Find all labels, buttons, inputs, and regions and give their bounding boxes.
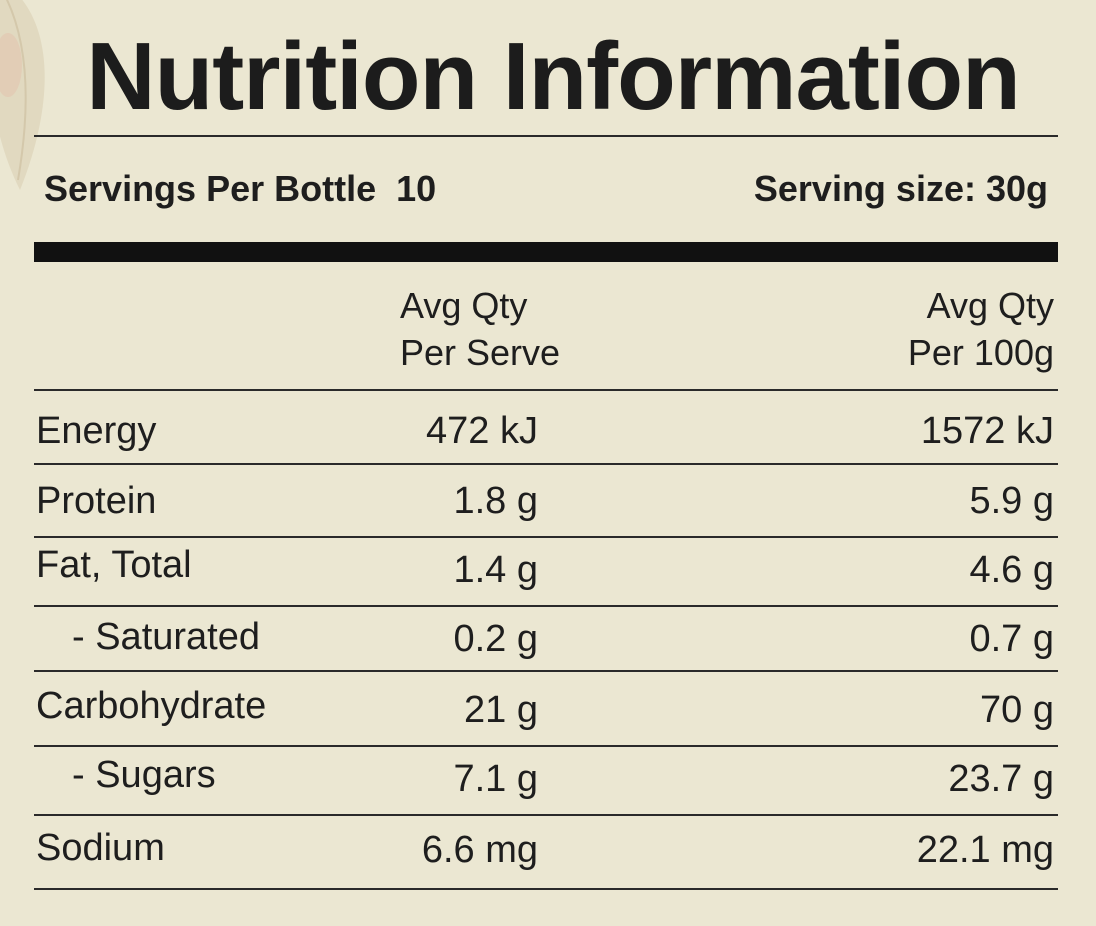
- row-divider: [34, 814, 1058, 816]
- value-per-100g: 23.7 g: [948, 758, 1054, 800]
- row-divider: [34, 463, 1058, 465]
- thick-divider: [34, 242, 1058, 262]
- value-per-serve: 0.2 g: [453, 618, 538, 660]
- value-per-serve: 21 g: [464, 689, 538, 731]
- value-per-serve: 472 kJ: [426, 410, 538, 452]
- value-per-serve: 1.8 g: [453, 480, 538, 522]
- title-divider: [34, 135, 1058, 137]
- nutrient-name: Sodium: [36, 827, 165, 869]
- value-per-serve: 6.6 mg: [421, 829, 538, 871]
- value-per-100g: 22.1 mg: [916, 829, 1054, 871]
- panel-title: Nutrition Information: [86, 23, 1021, 130]
- nutrient-name: - Sugars: [72, 754, 216, 796]
- row-divider: [34, 536, 1058, 538]
- column-header-per-100g: Avg Qty Per 100g: [908, 282, 1054, 376]
- row-divider: [34, 605, 1058, 607]
- nutrient-name: - Saturated: [72, 616, 260, 658]
- column-header-per-100g-line1: Avg Qty: [926, 285, 1054, 326]
- header-divider: [34, 389, 1058, 391]
- nutrient-name: Carbohydrate: [36, 685, 267, 727]
- bottom-divider: [34, 888, 1058, 890]
- row-divider: [34, 670, 1058, 672]
- row-divider: [34, 745, 1058, 747]
- value-per-100g: 70 g: [980, 689, 1054, 731]
- leaf-decoration: [0, 0, 45, 190]
- nutrient-name: Energy: [36, 410, 157, 452]
- value-per-100g: 0.7 g: [969, 618, 1054, 660]
- value-per-serve: 7.1 g: [453, 758, 538, 800]
- column-header-per-serve: Avg Qty Per Serve: [400, 282, 560, 376]
- column-header-per-serve-line2: Per Serve: [400, 332, 561, 373]
- value-per-100g: 4.6 g: [969, 549, 1054, 591]
- servings-per-bottle: Servings Per Bottle 10: [44, 168, 437, 209]
- serving-size: Serving size: 30g: [753, 168, 1048, 209]
- column-header-per-serve-line1: Avg Qty: [400, 285, 528, 326]
- column-header-per-100g-line2: Per 100g: [907, 332, 1054, 373]
- nutrient-name: Protein: [36, 480, 157, 522]
- nutrient-name: Fat, Total: [36, 544, 192, 586]
- value-per-serve: 1.4 g: [453, 549, 538, 591]
- value-per-100g: 5.9 g: [969, 480, 1054, 522]
- value-per-100g: 1572 kJ: [920, 410, 1054, 452]
